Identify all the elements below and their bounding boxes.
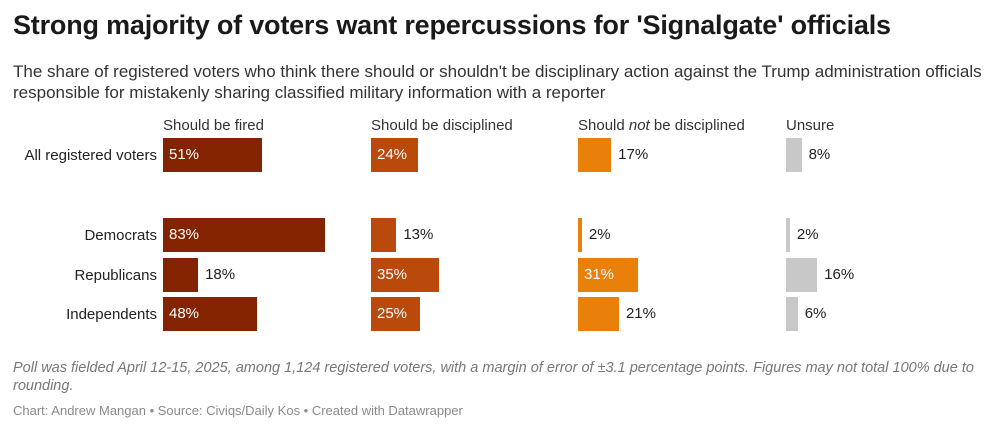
row-label-democrats: Democrats xyxy=(84,227,157,244)
value-label-unsure-all-registered-voters: 8% xyxy=(808,146,831,163)
value-label-should-be-fired-all-registered-voters: 51% xyxy=(169,146,200,163)
bar-unsure-democrats xyxy=(786,218,790,252)
value-label-should-not-be-disciplined-independents: 21% xyxy=(625,305,656,322)
value-label-should-not-be-disciplined-republicans: 31% xyxy=(584,266,615,283)
value-label-unsure-democrats: 2% xyxy=(796,226,819,243)
bar-unsure-all-registered-voters xyxy=(786,138,802,172)
row-label-all-registered-voters: All registered voters xyxy=(24,147,157,164)
bar-should-be-fired-independents xyxy=(163,297,257,331)
bar-should-not-be-disciplined-democrats xyxy=(578,218,582,252)
bar-should-be-fired-all-registered-voters xyxy=(163,138,263,172)
value-label-should-be-disciplined-independents: 25% xyxy=(377,305,408,322)
value-label-should-be-disciplined-all-registered-voters: 24% xyxy=(377,146,408,163)
value-label-should-be-fired-republicans: 18% xyxy=(205,266,236,283)
chart-credit: Chart: Andrew Mangan • Source: Civiqs/Da… xyxy=(13,403,463,418)
value-label-unsure-republicans: 16% xyxy=(824,266,855,283)
row-label-independents: Independents xyxy=(66,306,157,323)
bar-should-be-disciplined-democrats xyxy=(371,218,397,252)
value-label-should-not-be-disciplined-democrats: 2% xyxy=(588,226,611,243)
column-header-unsure: Unsure xyxy=(786,117,835,134)
column-header-should-be-disciplined: Should be disciplined xyxy=(371,117,513,134)
value-label-should-be-fired-independents: 48% xyxy=(169,305,200,322)
chart-subtitle: The share of registered voters who think… xyxy=(13,62,982,102)
bar-should-not-be-disciplined-republicans xyxy=(578,258,639,292)
bar-should-not-be-disciplined-all-registered-voters xyxy=(578,138,612,172)
value-label-should-be-disciplined-democrats: 13% xyxy=(403,226,434,243)
bar-unsure-republicans xyxy=(786,258,818,292)
chart-note: Poll was fielded April 12-15, 2025, amon… xyxy=(13,360,974,394)
row-label-republicans: Republicans xyxy=(74,267,157,284)
bar-should-be-fired-republicans xyxy=(163,258,199,292)
bar-should-not-be-disciplined-independents xyxy=(578,297,619,331)
bar-should-be-disciplined-independents xyxy=(371,297,420,331)
bar-should-be-disciplined-republicans xyxy=(371,258,440,292)
bar-unsure-independents xyxy=(786,297,798,331)
value-label-unsure-independents: 6% xyxy=(804,305,827,322)
column-header-should-not-be-disciplined: Should not be disciplined xyxy=(578,117,745,134)
value-label-should-be-disciplined-republicans: 35% xyxy=(377,266,408,283)
bar-should-be-disciplined-all-registered-voters xyxy=(371,138,418,172)
value-label-should-be-fired-democrats: 83% xyxy=(169,226,200,243)
column-header-should-be-fired: Should be fired xyxy=(163,117,264,134)
chart-title: Strong majority of voters want repercuss… xyxy=(13,10,891,40)
value-label-should-not-be-disciplined-all-registered-voters: 17% xyxy=(618,146,649,163)
bar-should-be-fired-democrats xyxy=(163,218,325,252)
